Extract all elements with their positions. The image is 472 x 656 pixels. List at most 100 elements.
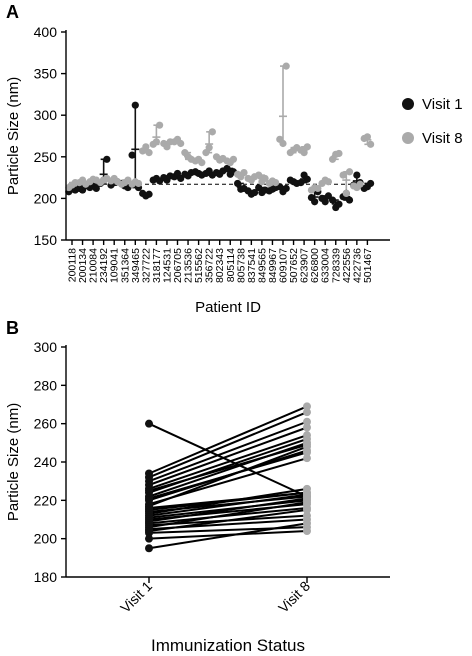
panel-a-y-axis-title: Particle Size (nm) — [5, 77, 22, 195]
data-point — [177, 139, 185, 148]
visit8-point — [303, 417, 311, 426]
paired-line — [148, 420, 308, 483]
patient-id-label: 356722 — [204, 248, 216, 283]
data-point — [131, 101, 139, 109]
panel-b-points — [145, 402, 311, 553]
data-point — [142, 143, 150, 151]
data-point — [156, 121, 164, 129]
x-tick-label: Visit 8 — [275, 578, 313, 616]
patient-id-label: 805738 — [235, 248, 247, 283]
panel-b-x-axis-title: Immunization Status — [151, 636, 305, 655]
data-point — [134, 179, 143, 188]
data-point — [250, 188, 259, 197]
panel-b-lines — [148, 405, 308, 550]
patient-id-label: 327722 — [140, 248, 152, 283]
patient-id-label: 206705 — [172, 248, 184, 283]
y-tick-label: 300 — [34, 339, 58, 355]
patient-id-label: 200134 — [77, 248, 89, 283]
data-point — [363, 133, 371, 141]
data-point — [234, 179, 242, 188]
paired-line — [148, 487, 308, 515]
patient-id-label: 728339 — [330, 248, 342, 283]
data-point — [314, 184, 322, 193]
patient-id-label: 802343 — [214, 248, 226, 283]
data-point — [356, 180, 364, 188]
patient-id-label: 422736 — [351, 248, 363, 283]
y-tick-label: 220 — [34, 492, 58, 508]
panel-a-axes: 150 200 250 300 350 400 2001182001342100842341… — [34, 24, 390, 283]
x-tick-label: Visit 1 — [117, 578, 155, 616]
patient-id-label: 626800 — [309, 248, 321, 283]
panel-a-x-axis-title: Patient ID — [195, 299, 261, 316]
visit8-point — [303, 402, 311, 411]
patient-id-label: 213536 — [183, 248, 195, 283]
visit1-point — [145, 544, 153, 553]
data-point — [205, 144, 213, 152]
paired-line — [148, 445, 308, 508]
patient-id-label: 507652 — [288, 248, 300, 283]
patient-id-label: 849565 — [256, 248, 268, 283]
data-point — [311, 198, 319, 206]
data-point — [342, 189, 350, 198]
y-tick-label: 260 — [34, 416, 58, 432]
data-point — [272, 178, 280, 187]
data-point — [345, 168, 354, 176]
data-point — [103, 155, 111, 163]
data-point — [300, 149, 308, 157]
panel-a-label: A — [6, 2, 19, 22]
panel-a-points — [65, 62, 375, 212]
data-point — [198, 159, 206, 167]
data-point — [339, 171, 347, 179]
visit8-point — [303, 505, 311, 514]
data-point — [145, 190, 153, 198]
paired-line — [148, 522, 308, 550]
patient-id-label: 109041 — [109, 248, 121, 283]
data-point — [297, 178, 305, 187]
patient-id-label: 351364 — [119, 248, 131, 283]
paired-line — [148, 493, 308, 517]
patient-id-label: 849967 — [267, 248, 279, 283]
panel-b-y-axis-title: Particle Size (nm) — [5, 403, 22, 521]
visit8-point — [303, 519, 311, 528]
data-point — [321, 198, 329, 206]
y-tick-label: 200 — [34, 190, 58, 206]
visit1-point — [145, 534, 153, 543]
legend-visit1-label: Visit 1 — [422, 96, 463, 113]
patient-id-label: 234192 — [98, 248, 110, 283]
visit8-point — [303, 484, 311, 493]
patient-id-label: 805114 — [225, 248, 237, 282]
data-point — [261, 174, 269, 183]
data-point — [255, 171, 263, 179]
visit1-point — [145, 419, 153, 428]
data-point — [279, 139, 287, 148]
visit8-point — [303, 454, 311, 463]
y-tick-label: 400 — [34, 24, 58, 40]
paired-line — [148, 426, 308, 486]
data-point — [152, 138, 160, 146]
data-point — [229, 155, 238, 163]
data-point — [282, 62, 290, 70]
y-tick-label: 350 — [34, 66, 58, 82]
patient-id-label: 609107 — [278, 248, 290, 283]
y-tick-label: 180 — [34, 569, 58, 585]
y-tick-label: 300 — [34, 107, 58, 123]
y-tick-label: 150 — [34, 232, 58, 248]
paired-line — [148, 501, 308, 529]
y-tick-label: 250 — [34, 149, 58, 165]
data-point — [324, 178, 332, 186]
visit8-point — [303, 442, 311, 451]
paired-line — [148, 405, 308, 475]
patient-id-label: 501467 — [362, 248, 374, 283]
patient-id-label: 349465 — [130, 248, 142, 283]
data-point — [223, 164, 231, 173]
visit8-point — [303, 527, 311, 535]
data-point — [328, 196, 337, 204]
y-tick-label: 240 — [34, 454, 58, 470]
paired-line — [148, 438, 308, 494]
patient-id-label: 318177 — [151, 248, 163, 283]
panel-b-label: B — [6, 318, 19, 338]
data-point — [92, 184, 100, 193]
visit8-point — [303, 408, 311, 417]
